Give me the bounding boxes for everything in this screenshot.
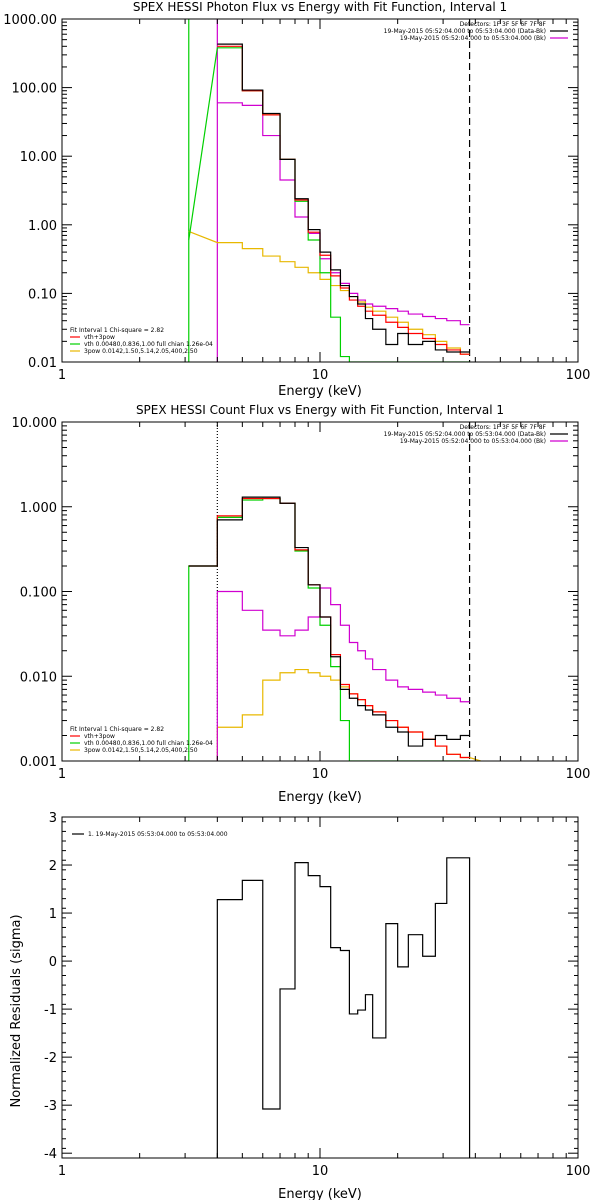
x-tick-label: 1 [58,368,66,383]
legend-entry: vth 0.00480,0.836,1.00 full chian 1.26e-… [84,341,213,348]
series-line-2 [188,47,470,362]
legend-entry: vth+3pow [84,334,115,341]
plot-data-layer [188,19,471,362]
x-tick-label: 10 [312,1164,329,1179]
series-line-3 [217,45,470,355]
x-tick-label: 100 [566,1164,591,1179]
plot-data-layer [188,422,481,761]
legend-entry: 19-May-2015 05:52:04.000 to 05:53:04.000… [384,28,546,35]
legend-entry: 3pow 0.0142,1.50,5.14,2.05,400,2.50 [84,348,198,355]
y-tick-label: 1.000 [20,501,57,516]
y-tick-label: 3 [49,811,57,826]
x-tick-label: 1 [58,1164,66,1179]
legend-entry: 1. 19-May-2015 05:53:04.000 to 05:53:04.… [88,831,228,838]
y-tick-label: -1 [44,1003,57,1018]
y-tick-label: 0.001 [20,755,57,770]
y-tick-label: -3 [44,1099,57,1114]
legend-entry: Fit Interval 1 Chi-square = 2.82 [70,327,164,334]
photon-flux-chart: SPEX HESSI Photon Flux vs Energy with Fi… [3,0,590,399]
x-tick-label: 1 [58,767,66,782]
residuals-chart-xlabel: Energy (keV) [278,1187,362,1200]
y-tick-label: -4 [44,1147,57,1162]
y-tick-label: 0.010 [20,670,57,685]
count-flux-chart: SPEX HESSI Count Flux vs Energy with Fit… [12,403,591,805]
series-line-2 [216,587,470,761]
y-tick-label: -2 [44,1051,57,1066]
legend-entry: vth 0.00480,0.836,1.00 full chian 1.26e-… [84,740,213,747]
legend-entry: Fit Interval 1 Chi-square = 2.82 [70,726,164,733]
series-line-1 [188,230,470,355]
x-tick-label: 10 [312,368,329,383]
plot-data-layer [216,857,471,1158]
residuals-chart: Energy (keV) Normalized Residuals (sigma… [9,811,590,1200]
y-tick-label: 0.01 [28,356,57,371]
y-tick-label: 1 [49,907,57,922]
series-line-0 [188,497,470,761]
legend-entry: Detectors: 1F 3F 5F 6F 7F 8F [460,424,547,431]
photon-chart-title: SPEX HESSI Photon Flux vs Energy with Fi… [133,0,507,14]
count-chart-xlabel: Energy (keV) [278,790,362,805]
y-tick-label: 10.000 [12,416,58,431]
y-tick-label: 1.00 [28,219,57,234]
series-line-3 [188,497,470,759]
y-tick-label: 1000.00 [3,13,57,28]
x-tick-label: 10 [312,767,329,782]
y-tick-label: 100.00 [12,82,58,97]
legend-entry: 19-May-2015 05:52:04.000 to 05:53:04.000… [400,438,546,445]
plot-frame [61,816,579,1159]
x-tick-label: 100 [566,767,591,782]
photon-chart-xlabel: Energy (keV) [278,384,362,399]
legend-entry: 19-May-2015 05:52:04.000 to 05:53:04.000… [384,431,546,438]
count-chart-title: SPEX HESSI Count Flux vs Energy with Fit… [136,403,504,417]
series-line-0 [217,102,470,326]
residuals-chart-ylabel: Normalized Residuals (sigma) [9,914,24,1107]
legend-entry: vth+3pow [84,733,115,740]
plot-frame [61,18,579,363]
x-tick-label: 100 [566,368,591,383]
legend-entry: Detectors: 1F 3F 5F 6F 7F 8F [460,21,547,28]
y-tick-label: 10.00 [20,150,57,165]
y-tick-label: 2 [49,859,57,874]
y-tick-label: 0 [49,955,57,970]
y-tick-label: 0.100 [20,586,57,601]
series-line-4 [217,43,470,353]
legend-entry: 19-May-2015 05:52:04.000 to 05:53:04.000… [400,35,546,42]
y-tick-label: 0.10 [28,287,57,302]
legend-entry: 3pow 0.0142,1.50,5.14,2.05,400,2.50 [84,747,198,754]
series-line-4 [188,496,470,747]
series-line-0 [216,857,471,1158]
